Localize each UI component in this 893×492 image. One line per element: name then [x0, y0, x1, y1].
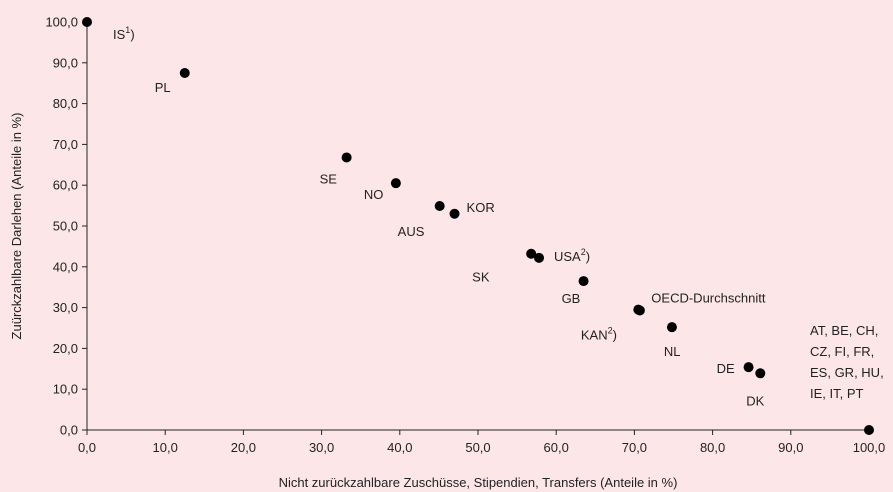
data-label: SK	[472, 270, 490, 285]
data-label: GB	[562, 291, 581, 306]
data-label: AT, BE, CH,	[810, 323, 878, 338]
data-point	[526, 248, 537, 259]
data-point	[666, 322, 677, 333]
x-tick-label: 90,0	[778, 440, 803, 455]
data-label: KOR	[467, 200, 495, 215]
data-label: ES, GR, HU,	[810, 365, 884, 380]
y-tick-label: 40,0	[53, 259, 78, 274]
y-tick-label: 70,0	[53, 137, 78, 152]
x-ticks: 0,0 10,0 20,0 30,0 40,0 50,0 60,0 70,0 80,0 90,0 1…	[78, 430, 885, 455]
x-tick-label: 30,0	[309, 440, 334, 455]
data-label: PL	[155, 80, 171, 95]
data-point	[82, 17, 92, 27]
data-label: SE	[320, 171, 338, 186]
y-tick-label: 10,0	[53, 382, 78, 397]
data-label: IE, IT, PT	[810, 386, 864, 401]
x-tick-label: 20,0	[231, 440, 256, 455]
data-point	[578, 276, 589, 287]
x-tick-label: 60,0	[544, 440, 569, 455]
data-point	[179, 68, 190, 78]
data-point	[449, 208, 460, 219]
data-label: DE	[717, 361, 735, 376]
y-ticks: 0,0 10,0 20,0 30,0 40,0 50,0 60,0 70,0 80,0 90,0 1…	[45, 15, 87, 438]
data-point	[341, 152, 352, 163]
data-point	[533, 252, 544, 263]
data-labels: IS1) PL SE NO AUS KOR SK USA2) GB OECD-Durchschni…	[113, 25, 884, 408]
y-axis-title: Zuürckzahlbare Darlehen (Anteile in %)	[9, 113, 24, 340]
data-point	[434, 201, 445, 212]
y-tick-label: 100,0	[45, 15, 78, 30]
data-label: NL	[664, 344, 681, 359]
data-point	[755, 368, 766, 379]
x-tick-label: 0,0	[78, 440, 96, 455]
data-label: NO	[364, 187, 384, 202]
x-tick-label: 50,0	[465, 440, 490, 455]
data-label: KAN2)	[581, 325, 617, 342]
data-point	[864, 425, 874, 435]
y-axis: 0,0 10,0 20,0 30,0 40,0 50,0 60,0 70,0 80,0 90,0 1…	[45, 15, 88, 438]
x-tick-label: 80,0	[700, 440, 725, 455]
y-tick-label: 30,0	[53, 300, 78, 315]
data-points	[82, 17, 874, 435]
x-axis-title: Nicht zurückzahlbare Zuschüsse, Stipendi…	[279, 475, 678, 490]
y-tick-label: 20,0	[53, 341, 78, 356]
data-label: AUS	[398, 224, 425, 239]
x-tick-label: 100,0	[853, 440, 886, 455]
x-tick-label: 40,0	[387, 440, 412, 455]
y-tick-label: 60,0	[53, 178, 78, 193]
y-tick-label: 50,0	[53, 219, 78, 234]
data-label: CZ, FI, FR,	[810, 344, 874, 359]
data-point	[634, 305, 645, 316]
data-label: IS1)	[113, 25, 135, 42]
y-tick-label: 90,0	[53, 55, 78, 70]
data-label: USA2)	[554, 247, 590, 264]
y-tick-label: 0,0	[60, 423, 78, 438]
data-point	[743, 362, 754, 373]
x-axis: 0,0 10,0 20,0 30,0 40,0 50,0 60,0 70,0 80,0 90,0 1…	[78, 429, 885, 455]
x-tick-label: 10,0	[153, 440, 178, 455]
data-label: DK	[746, 393, 764, 408]
data-label: OECD-Durchschnitt	[651, 291, 766, 306]
x-tick-label: 70,0	[622, 440, 647, 455]
y-tick-label: 80,0	[53, 96, 78, 111]
data-point	[390, 178, 401, 189]
